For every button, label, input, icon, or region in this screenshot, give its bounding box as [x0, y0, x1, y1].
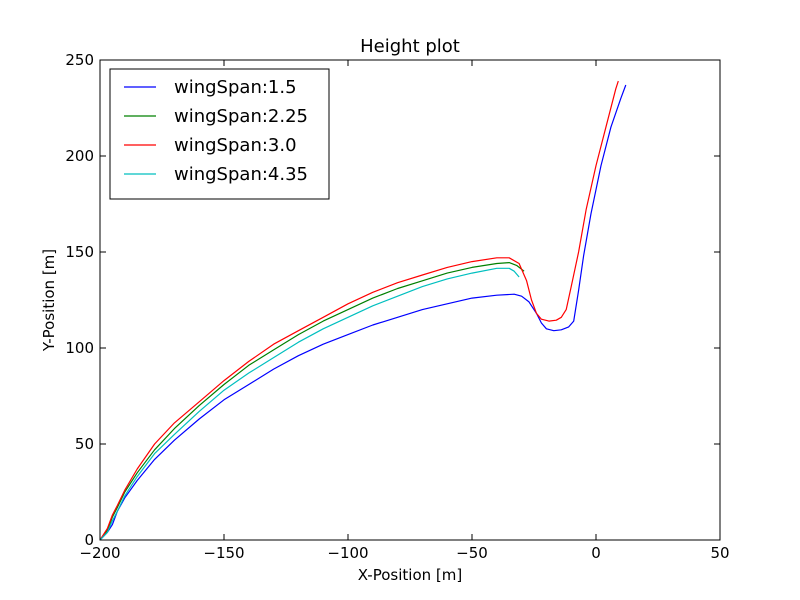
legend-label: wingSpan:2.25 — [174, 106, 308, 127]
y-axis-label: Y-Position [m] — [40, 249, 58, 352]
plot-border — [99, 59, 721, 541]
legend: wingSpan:1.5 wingSpan:2.25 wingSpan:3.0 win… — [109, 68, 330, 200]
legend-label: wingSpan:3.0 — [174, 135, 297, 156]
legend-label: wingSpan:1.5 — [174, 77, 297, 98]
x-tick-label: 50 — [710, 544, 729, 562]
x-tick-label: 0 — [591, 544, 601, 562]
y-tick-label: 150 — [65, 243, 94, 261]
y-tick-label: 250 — [65, 51, 94, 69]
tick-layer: −200 −150 −100 −50 0 50 0 50 100 150 200 250 — [65, 51, 729, 562]
x-tick-label: −200 — [79, 544, 120, 562]
series-line-3 — [100, 80, 619, 540]
series-line-1 — [100, 84, 627, 540]
y-tick-label: 100 — [65, 339, 94, 357]
x-tick-label: −150 — [203, 544, 244, 562]
y-tick-label: 200 — [65, 147, 94, 165]
x-axis-label: X-Position [m] — [358, 566, 462, 584]
y-tick-label: 0 — [84, 531, 94, 549]
chart-title: Height plot — [360, 36, 460, 57]
series-line-2 — [100, 262, 525, 540]
legend-box — [109, 68, 330, 200]
y-tick-label: 50 — [75, 435, 94, 453]
legend-label: wingSpan:4.35 — [174, 164, 308, 185]
series-layer — [100, 80, 627, 540]
series-line-4 — [100, 267, 520, 540]
x-tick-label: −100 — [327, 544, 368, 562]
x-tick-label: −50 — [456, 544, 488, 562]
